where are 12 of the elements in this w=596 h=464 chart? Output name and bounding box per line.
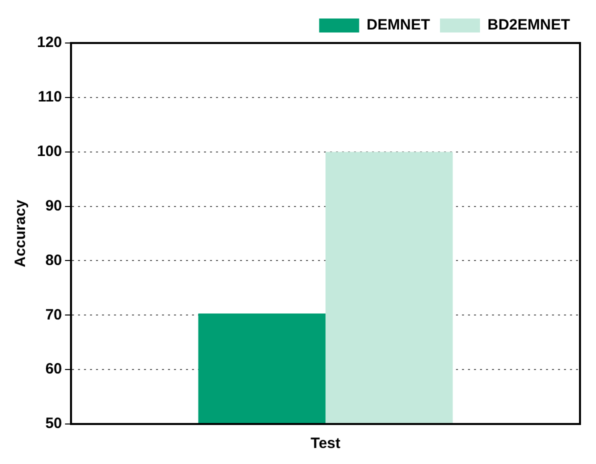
y-tick-label: 100 <box>36 143 62 160</box>
legend-label: BD2EMNET <box>487 16 570 34</box>
y-tick-label: 110 <box>38 88 62 106</box>
y-axis-title: Accuracy <box>12 199 30 268</box>
x-tick-label: Test <box>310 435 340 452</box>
y-tick-label: 70 <box>45 306 62 324</box>
y-tick-label: 120 <box>36 34 62 52</box>
y-tick-label: 80 <box>45 252 62 269</box>
legend-label: DEMNET <box>366 16 430 34</box>
y-tick-label: 50 <box>45 415 62 432</box>
y-tick-label: 60 <box>45 360 62 378</box>
y-tick-label: 90 <box>45 197 62 214</box>
